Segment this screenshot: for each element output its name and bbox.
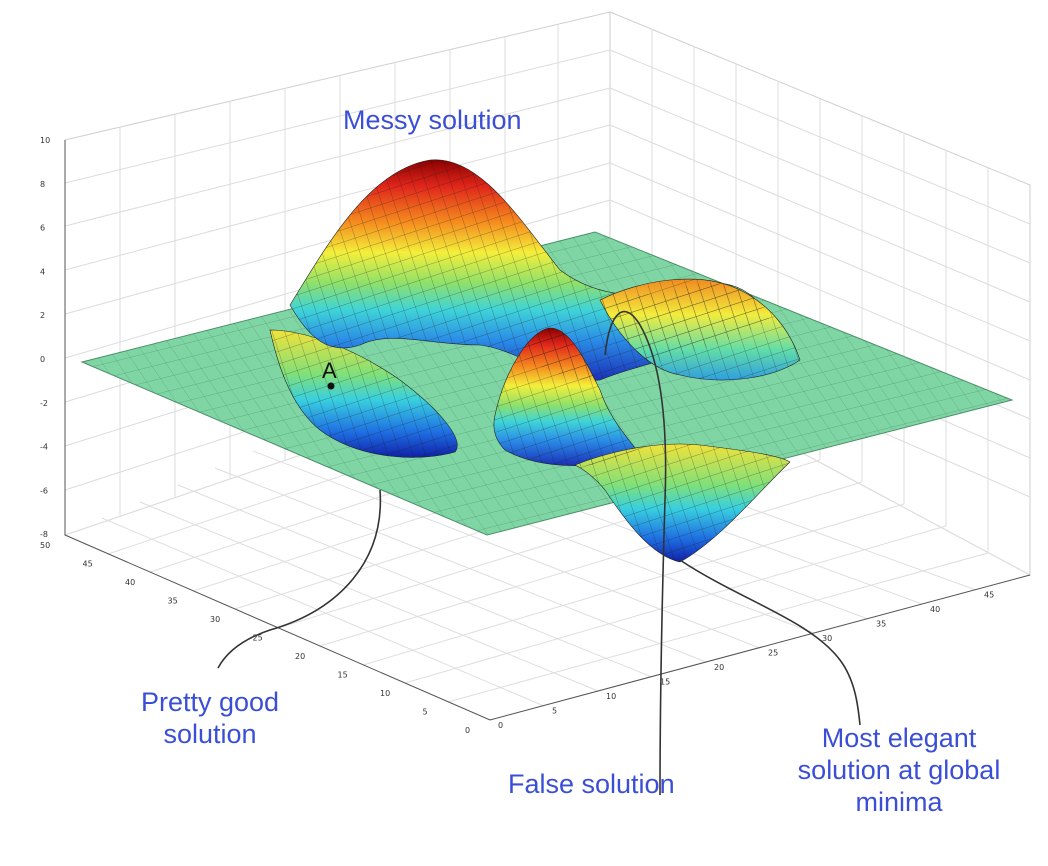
z-tick-9: -8 bbox=[40, 530, 48, 539]
x-tick-5: 25 bbox=[253, 634, 263, 643]
annotation-most-elegant-solution: Most elegant solution at global minima bbox=[780, 722, 1018, 818]
x-tick-4: 30 bbox=[210, 615, 220, 624]
y-tick-7: 35 bbox=[876, 620, 886, 629]
z-tick-2: 6 bbox=[40, 224, 45, 233]
annotation-elegant-line1: Most elegant bbox=[821, 723, 977, 753]
x-tick-7: 15 bbox=[338, 671, 348, 680]
annotation-elegant-line3: minima bbox=[855, 787, 943, 817]
x-tick-9: 5 bbox=[423, 708, 428, 717]
leader-lines bbox=[217, 311, 861, 796]
z-tick-7: -4 bbox=[40, 443, 48, 452]
annotation-pretty-good-line1: Pretty good bbox=[140, 687, 280, 717]
z-tick-1: 8 bbox=[40, 180, 45, 189]
x-tick-10: 0 bbox=[465, 726, 470, 735]
z-tick-0: 10 bbox=[40, 136, 50, 145]
point-a-label: A bbox=[322, 358, 337, 383]
x-tick-3: 35 bbox=[168, 597, 178, 606]
leader-false bbox=[604, 311, 667, 796]
z-axis-ticks: 10 8 6 4 2 0 -2 -4 -6 -8 bbox=[40, 136, 50, 539]
annotation-elegant-line2: solution at global bbox=[797, 755, 1001, 785]
leader-elegant bbox=[679, 559, 861, 726]
x-tick-6: 20 bbox=[295, 652, 305, 661]
y-tick-2: 10 bbox=[606, 692, 616, 701]
leader-pretty-good bbox=[217, 489, 382, 669]
y-axis-ticks: 0 5 10 15 20 25 30 35 40 45 bbox=[498, 591, 994, 731]
surface-features bbox=[269, 159, 801, 563]
x-tick-0: 50 bbox=[40, 541, 50, 550]
y-tick-1: 5 bbox=[552, 707, 557, 716]
y-tick-5: 25 bbox=[768, 649, 778, 658]
z-tick-8: -6 bbox=[40, 486, 48, 495]
annotation-pretty-good-line2: solution bbox=[163, 719, 257, 749]
x-tick-1: 45 bbox=[83, 560, 93, 569]
y-tick-8: 40 bbox=[930, 605, 940, 614]
y-tick-0: 0 bbox=[498, 721, 503, 730]
annotation-false-solution: False solution bbox=[508, 769, 675, 799]
z-tick-6: -2 bbox=[40, 399, 48, 408]
x-tick-8: 10 bbox=[380, 689, 390, 698]
point-a: A bbox=[322, 358, 337, 390]
annotation-messy-solution: Messy solution bbox=[343, 105, 522, 135]
y-tick-6: 30 bbox=[822, 634, 832, 643]
z-tick-5: 0 bbox=[40, 355, 45, 364]
y-tick-4: 20 bbox=[714, 663, 724, 672]
y-tick-9: 45 bbox=[984, 591, 994, 600]
annotation-pretty-good-solution: Pretty good solution bbox=[130, 686, 290, 750]
z-tick-3: 4 bbox=[40, 267, 45, 276]
z-tick-4: 2 bbox=[40, 311, 45, 320]
y-tick-3: 15 bbox=[660, 678, 670, 687]
x-tick-2: 40 bbox=[125, 578, 135, 587]
